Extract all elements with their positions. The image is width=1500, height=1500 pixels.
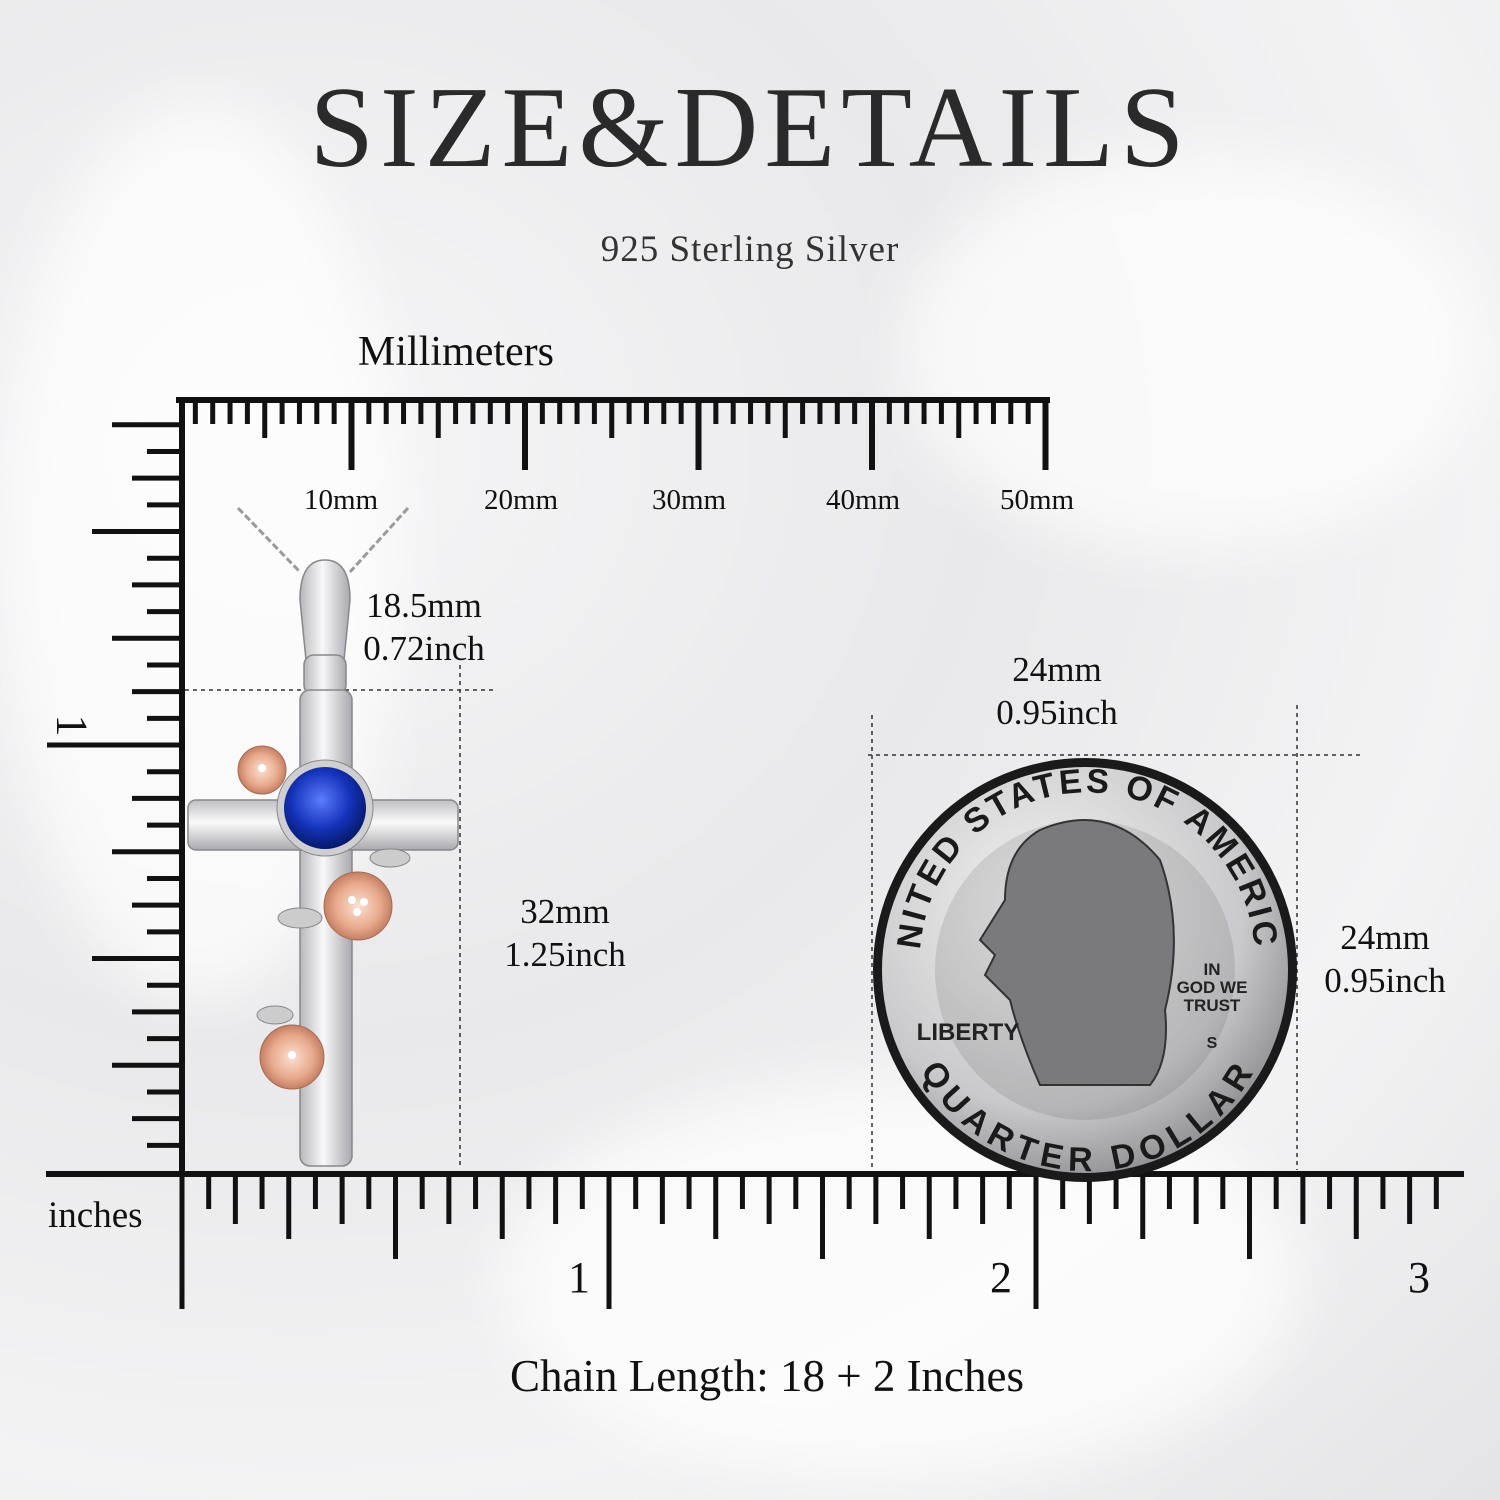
- page-title: SIZE&DETAILS: [309, 64, 1191, 192]
- inch-tick-label: 1: [568, 1253, 590, 1302]
- mm-tick-label: 10mm: [304, 484, 379, 516]
- pendant-height-mm: 32mm: [520, 892, 610, 931]
- coin-width-measure: 24mm 0.95inch: [982, 648, 1132, 734]
- cross-pendant-image: [187, 506, 459, 1167]
- coin-liberty: LIBERTY: [917, 1019, 1020, 1046]
- mm-tick-label: 30mm: [652, 484, 727, 516]
- vertical-inch-ruler: [47, 400, 185, 1172]
- background-fold: [900, 150, 1480, 550]
- pendant-width-measure: 18.5mm 0.72inch: [353, 584, 495, 670]
- inch-tick-label: 3: [1408, 1253, 1430, 1302]
- pendant-height-measure: 32mm 1.25inch: [490, 890, 640, 976]
- coin-mint-mark: S: [1207, 1035, 1218, 1052]
- millimeter-ruler: [176, 397, 1050, 470]
- coin-motto-line: IN: [1204, 960, 1221, 979]
- chain-length: Chain Length: 18 + 2 Inches: [509, 1351, 1025, 1401]
- mm-tick-label: 50mm: [1000, 484, 1075, 516]
- coin-motto-line: GOD WE: [1177, 978, 1248, 997]
- inch-ruler: [46, 1171, 1464, 1309]
- vertical-inch-tick-label: 1: [47, 714, 97, 737]
- inch-tick-label: 2: [990, 1253, 1012, 1302]
- coin-height-mm: 24mm: [1340, 918, 1430, 957]
- coin-height-measure: 24mm 0.95inch: [1310, 916, 1460, 1002]
- material-subtitle: 925 Sterling Silver: [600, 229, 900, 270]
- coin-width-in: 0.95inch: [996, 693, 1118, 732]
- pendant-height-in: 1.25inch: [504, 935, 626, 974]
- coin-height-in: 0.95inch: [1324, 961, 1446, 1000]
- coin-width-mm: 24mm: [1012, 650, 1102, 689]
- pendant-width-in: 0.72inch: [363, 629, 485, 668]
- mm-tick-label: 40mm: [826, 484, 901, 516]
- mm-tick-label: 20mm: [484, 484, 559, 516]
- inches-label: inches: [48, 1195, 143, 1236]
- coin-motto-line: TRUST: [1184, 996, 1241, 1015]
- quarter-coin-image: UNITED STATES OF AMERICA QUARTER DOLLAR …: [0, 0, 1297, 1182]
- pendant-width-mm: 18.5mm: [366, 586, 482, 625]
- millimeters-label: Millimeters: [358, 329, 554, 375]
